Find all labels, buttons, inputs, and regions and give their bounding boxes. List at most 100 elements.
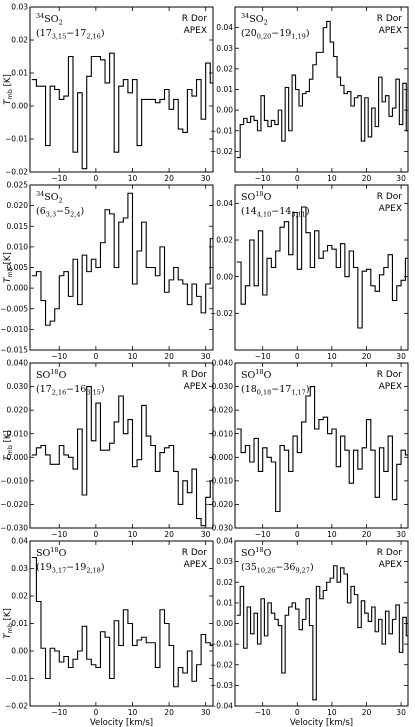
x-tick-label: 0 [93, 352, 98, 361]
x-tick-label: 10 [327, 530, 337, 539]
y-tick-label: 0.01 [216, 85, 233, 94]
y-tick-label: −0.02 [5, 168, 28, 177]
panel-5: −0.030 −0.020 −0.010 0.000 0.010 0.020 0.030 0.… [0, 359, 214, 539]
axes-frame [234, 184, 409, 351]
y-tick-label: −0.010 [0, 476, 28, 485]
y-tick-label: 0.04 [11, 537, 28, 546]
x-tick-label: 0 [295, 174, 300, 183]
x-tick-label: 10 [327, 708, 337, 717]
x-tick-label: 20 [362, 708, 372, 717]
y-tick-label: 0.010 [7, 242, 29, 251]
source-label: R Dor [377, 192, 403, 202]
molecule-label: SO18O [241, 368, 272, 381]
transition-label: (172,16−163,15) [36, 384, 105, 397]
x-tick-label: 10 [327, 352, 337, 361]
y-tick-label: 0.02 [11, 36, 28, 45]
y-axis-label: Tmb [K] [3, 430, 14, 461]
axes-frame [29, 6, 214, 173]
y-tick-label: 0.03 [216, 44, 233, 53]
x-tick-label: 0 [295, 352, 300, 361]
x-tick-label: −10 [51, 174, 67, 183]
x-tick-label: 30 [201, 708, 211, 717]
source-label: R Dor [182, 370, 208, 380]
x-tick-label: 30 [201, 174, 211, 183]
x-tick-label: 20 [362, 174, 372, 183]
source-label: R Dor [377, 14, 403, 24]
y-axis-label: Tmb [K] [3, 608, 14, 639]
y-tick-label: 0.000 [7, 453, 29, 462]
x-tick-label: 10 [327, 174, 337, 183]
x-tick-label: 20 [164, 174, 174, 183]
molecule-label: SO18O [36, 546, 67, 559]
y-tick-label: 0.020 [212, 406, 234, 415]
y-axis-label: Tmb [K] [3, 74, 14, 105]
telescope-label: APEX [184, 26, 207, 36]
x-tick-label: 0 [93, 708, 98, 717]
x-tick-label: 10 [128, 174, 138, 183]
molecule-label: SO18O [241, 190, 272, 203]
transition-label: (180,18−171,17) [241, 384, 310, 397]
spectrum-line [31, 386, 213, 527]
x-tick-label: −10 [51, 708, 67, 717]
y-tick-label: 0.02 [216, 578, 233, 587]
x-tick-label: 10 [128, 352, 138, 361]
transition-label: (193,17−192,18) [36, 562, 105, 575]
x-tick-label: −10 [255, 352, 271, 361]
x-tick-label: 20 [362, 530, 372, 539]
y-tick-label: −0.04 [210, 702, 233, 711]
y-tick-label: −0.030 [205, 524, 233, 533]
y-tick-label: 0.010 [212, 429, 234, 438]
y-tick-label: 0.00 [216, 619, 233, 628]
axes-frame [29, 362, 214, 529]
y-tick-label: 0.01 [11, 69, 28, 78]
x-tick-label: 30 [396, 174, 406, 183]
molecule-label: 34SO2 [36, 12, 63, 27]
transition-label: (63,3−52,4) [36, 206, 84, 219]
telescope-label: APEX [379, 560, 402, 570]
x-tick-label: 20 [362, 352, 372, 361]
y-tick-label: −0.02 [210, 147, 233, 156]
y-tick-label: 0.03 [11, 564, 28, 573]
x-tick-label: 30 [396, 352, 406, 361]
panel-1: −0.02 −0.01 0.00 0.01 0.02 0.03 −10 0 10 20 30 34SO… [3, 3, 214, 183]
y-tick-label: 0.02 [216, 64, 233, 73]
y-tick-label: −0.015 [0, 346, 28, 355]
x-tick-label: 0 [295, 708, 300, 717]
y-axis-label: Tmb [K] [3, 252, 14, 283]
y-tick-label: −0.01 [210, 640, 233, 649]
y-tick-label: 0.00 [11, 102, 28, 111]
y-tick-label: 0.02 [216, 236, 233, 245]
x-tick-label: −10 [255, 530, 271, 539]
x-tick-label: 0 [93, 530, 98, 539]
transition-label: (144,10−143,11) [241, 206, 310, 219]
y-tick-label: −0.005 [0, 304, 28, 313]
axes-frame [234, 362, 409, 529]
y-tick-label: 0.030 [7, 382, 29, 391]
panel-6: −0.030 −0.020 −0.010 0.000 0.010 0.020 0.030 0.… [205, 359, 409, 539]
x-tick-label: 10 [128, 530, 138, 539]
y-tick-label: −0.020 [205, 500, 233, 509]
x-tick-label: −10 [51, 352, 67, 361]
y-tick-label: −0.01 [210, 126, 233, 135]
y-tick-label: 0.025 [7, 181, 29, 190]
panel-2: −0.02 −0.01 0.00 0.01 0.02 0.03 0.04 −10 0 10 20 30… [210, 6, 409, 183]
spectrum-line [236, 565, 408, 701]
x-tick-label: 30 [396, 530, 406, 539]
x-tick-label: 30 [201, 352, 211, 361]
y-tick-label: 0.010 [7, 429, 29, 438]
y-tick-label: 0.000 [7, 284, 29, 293]
panel-7: −0.02 −0.01 0.00 0.01 0.02 0.03 0.04 −10 0 10 20 30… [3, 537, 214, 727]
spectrum-line [31, 192, 213, 326]
spectrum-line [31, 556, 213, 688]
panel-8: −0.04 −0.03 −0.02 −0.01 0.00 0.01 0.02 0.03 0.04… [210, 537, 409, 727]
spectrum-line [236, 386, 408, 513]
x-tick-label: 0 [93, 174, 98, 183]
transition-label: (200,20−191,19) [241, 28, 310, 41]
transition-label: (3510,26−369,27) [241, 562, 314, 575]
y-tick-label: 0.030 [212, 382, 234, 391]
y-tick-label: −0.020 [0, 500, 28, 509]
y-tick-label: −0.01 [5, 135, 28, 144]
x-tick-label: −10 [255, 174, 271, 183]
y-tick-label: 0.005 [7, 263, 29, 272]
y-tick-label: −0.03 [210, 681, 233, 690]
